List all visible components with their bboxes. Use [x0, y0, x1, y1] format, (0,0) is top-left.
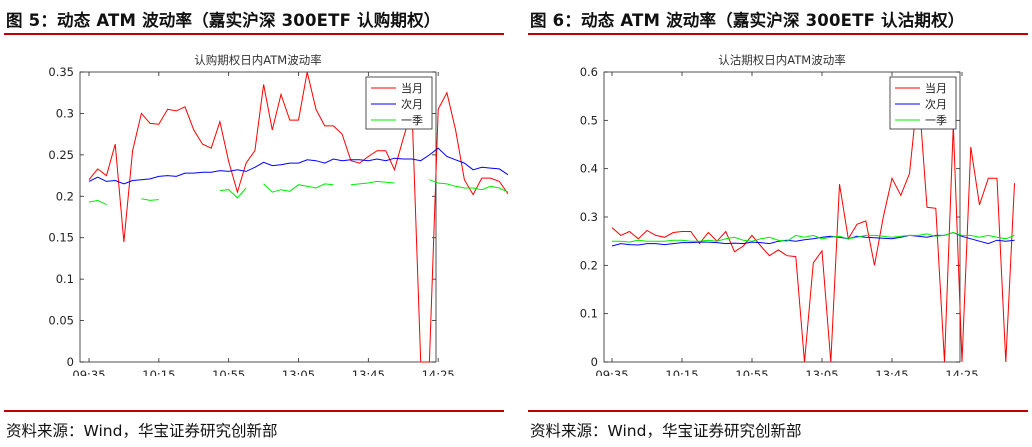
legend-label: 次月 — [925, 97, 947, 111]
series-line-current-month — [611, 87, 1015, 363]
title-rule — [4, 33, 504, 35]
y-tick-label: 0.15 — [48, 231, 74, 245]
y-tick-label: 0.3 — [580, 210, 598, 224]
y-tick-label: 0.2 — [580, 258, 598, 272]
series-line-quarter — [141, 198, 159, 201]
series-line-quarter — [612, 231, 1015, 243]
source-note: 资料来源：Wind，华宝证券研究创新部 — [530, 422, 802, 440]
call-volatility-chart: 认购期权日内ATM波动率 0 0.05 0.1 0.15 0.2 0.25 0.3 0.35 09… — [48, 53, 508, 376]
x-tick-label: 13:45 — [875, 368, 908, 376]
y-tick-label: 0.5 — [580, 113, 598, 127]
x-tick-label: 10:55 — [212, 368, 245, 376]
series-line-current-month — [88, 71, 508, 363]
y-tick-label: 0.6 — [580, 65, 598, 79]
x-tick-label: 13:05 — [805, 368, 838, 376]
y-tick-label: 0.1 — [56, 272, 74, 286]
x-tick-label: 10:55 — [735, 368, 768, 376]
series-line-quarter — [350, 180, 395, 186]
series-line-next-month — [88, 147, 508, 185]
x-tick-label: 14:25 — [422, 368, 455, 376]
legend-label: 一季 — [401, 114, 423, 127]
y-tick-label: 0 — [67, 355, 74, 369]
y-tick-label: 0 — [591, 355, 598, 369]
legend-label: 当月 — [925, 81, 947, 95]
series-line-quarter — [219, 187, 247, 199]
series-line-quarter — [263, 183, 334, 193]
figure-panel-call: 图 5：动态 ATM 波动率（嘉实沪深 300ETF 认购期权） 认购期权日内A… — [4, 0, 508, 447]
x-tick-label: 14:25 — [945, 368, 978, 376]
legend-label: 次月 — [401, 97, 423, 111]
figure-title: 图 6：动态 ATM 波动率（嘉实沪深 300ETF 认沽期权） — [530, 11, 965, 30]
x-tick-label: 10:15 — [142, 368, 175, 376]
y-tick-label: 0.05 — [48, 314, 74, 328]
legend-label: 一季 — [925, 114, 947, 127]
chart-title: 认购期权日内ATM波动率 — [194, 53, 321, 67]
x-tick-label: 13:45 — [352, 368, 385, 376]
series-line-quarter — [429, 179, 508, 193]
x-tick-label: 10:15 — [665, 368, 698, 376]
y-tick-label: 0.25 — [48, 148, 74, 162]
source-rule — [4, 410, 504, 412]
y-tick-label: 0.3 — [56, 106, 74, 120]
y-tick-label: 0.1 — [580, 307, 598, 321]
title-rule — [528, 33, 1028, 35]
figure-panel-put: 图 6：动态 ATM 波动率（嘉实沪深 300ETF 认沽期权） 认沽期权日内A… — [528, 0, 1032, 447]
put-volatility-chart: 认沽期权日内ATM波动率 0 0.1 0.2 0.3 0.4 0.5 0.6 09:35 10:1… — [580, 53, 1015, 376]
x-tick-label: 09:35 — [595, 368, 628, 376]
series-line-quarter — [88, 199, 107, 206]
x-tick-label: 09:35 — [72, 368, 105, 376]
y-tick-label: 0.35 — [48, 65, 74, 79]
figure-title: 图 5：动态 ATM 波动率（嘉实沪深 300ETF 认购期权） — [6, 11, 441, 30]
y-tick-label: 0.2 — [56, 189, 74, 203]
y-tick-label: 0.4 — [580, 162, 598, 176]
chart-title: 认沽期权日内ATM波动率 — [718, 53, 845, 67]
source-note: 资料来源：Wind，华宝证券研究创新部 — [6, 422, 278, 440]
source-rule — [528, 410, 1028, 412]
x-tick-label: 13:05 — [282, 368, 315, 376]
legend-label: 当月 — [401, 81, 423, 95]
